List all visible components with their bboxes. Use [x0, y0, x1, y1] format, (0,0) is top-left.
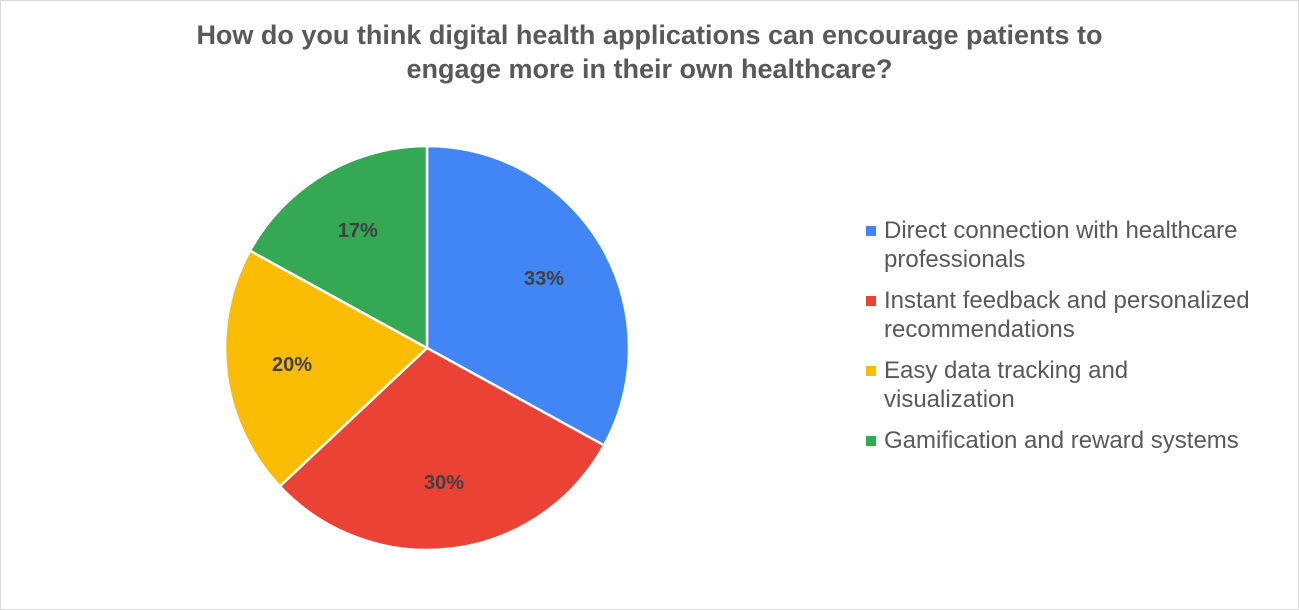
legend-swatch-gamification — [866, 436, 876, 446]
legend-label-direct-connection-line-1: Direct connection with healthcare — [884, 217, 1238, 244]
legend-item-direct-connection: Direct connection with healthcare profes… — [866, 216, 1286, 274]
legend-swatch-direct-connection — [866, 226, 876, 236]
pie-data-label-direct-connection: 33% — [524, 268, 564, 290]
chart-title: How do you think digital health applicat… — [0, 18, 1299, 86]
legend-label-instant-feedback-line-1: Instant feedback and personalized — [884, 287, 1250, 314]
legend-item-instant-feedback: Instant feedback and personalized recomm… — [866, 286, 1286, 344]
legend-label-direct-connection-line-2: professionals — [884, 246, 1026, 273]
pie-slice-direct-connection — [425, 144, 631, 448]
legend-swatch-instant-feedback — [866, 296, 876, 306]
legend-item-easy-tracking: Easy data tracking and visualization — [866, 356, 1286, 414]
pie-data-label-easy-tracking: 20% — [272, 354, 312, 376]
pie-slice-instant-feedback — [277, 346, 606, 552]
pie-slice-gamification — [248, 144, 429, 351]
legend-label-gamification-line-1: Gamification and reward systems — [884, 427, 1239, 454]
legend-item-gamification: Gamification and reward systems — [866, 426, 1286, 455]
legend-label-easy-tracking-line-1: Easy data tracking and — [884, 357, 1129, 384]
legend: Direct connection with healthcare profes… — [866, 216, 1286, 467]
pie-data-label-instant-feedback: 30% — [424, 472, 464, 494]
pie-slice-easy-tracking — [223, 248, 430, 489]
legend-label-easy-tracking-line-2: visualization — [884, 386, 1015, 413]
legend-label-instant-feedback-line-2: recommendations — [884, 316, 1075, 343]
chart-title-line-2: engage more in their own healthcare? — [406, 54, 893, 84]
chart-title-line-1: How do you think digital health applicat… — [196, 20, 1103, 50]
pie-data-label-gamification: 17% — [338, 220, 378, 242]
legend-swatch-easy-tracking — [866, 366, 876, 376]
